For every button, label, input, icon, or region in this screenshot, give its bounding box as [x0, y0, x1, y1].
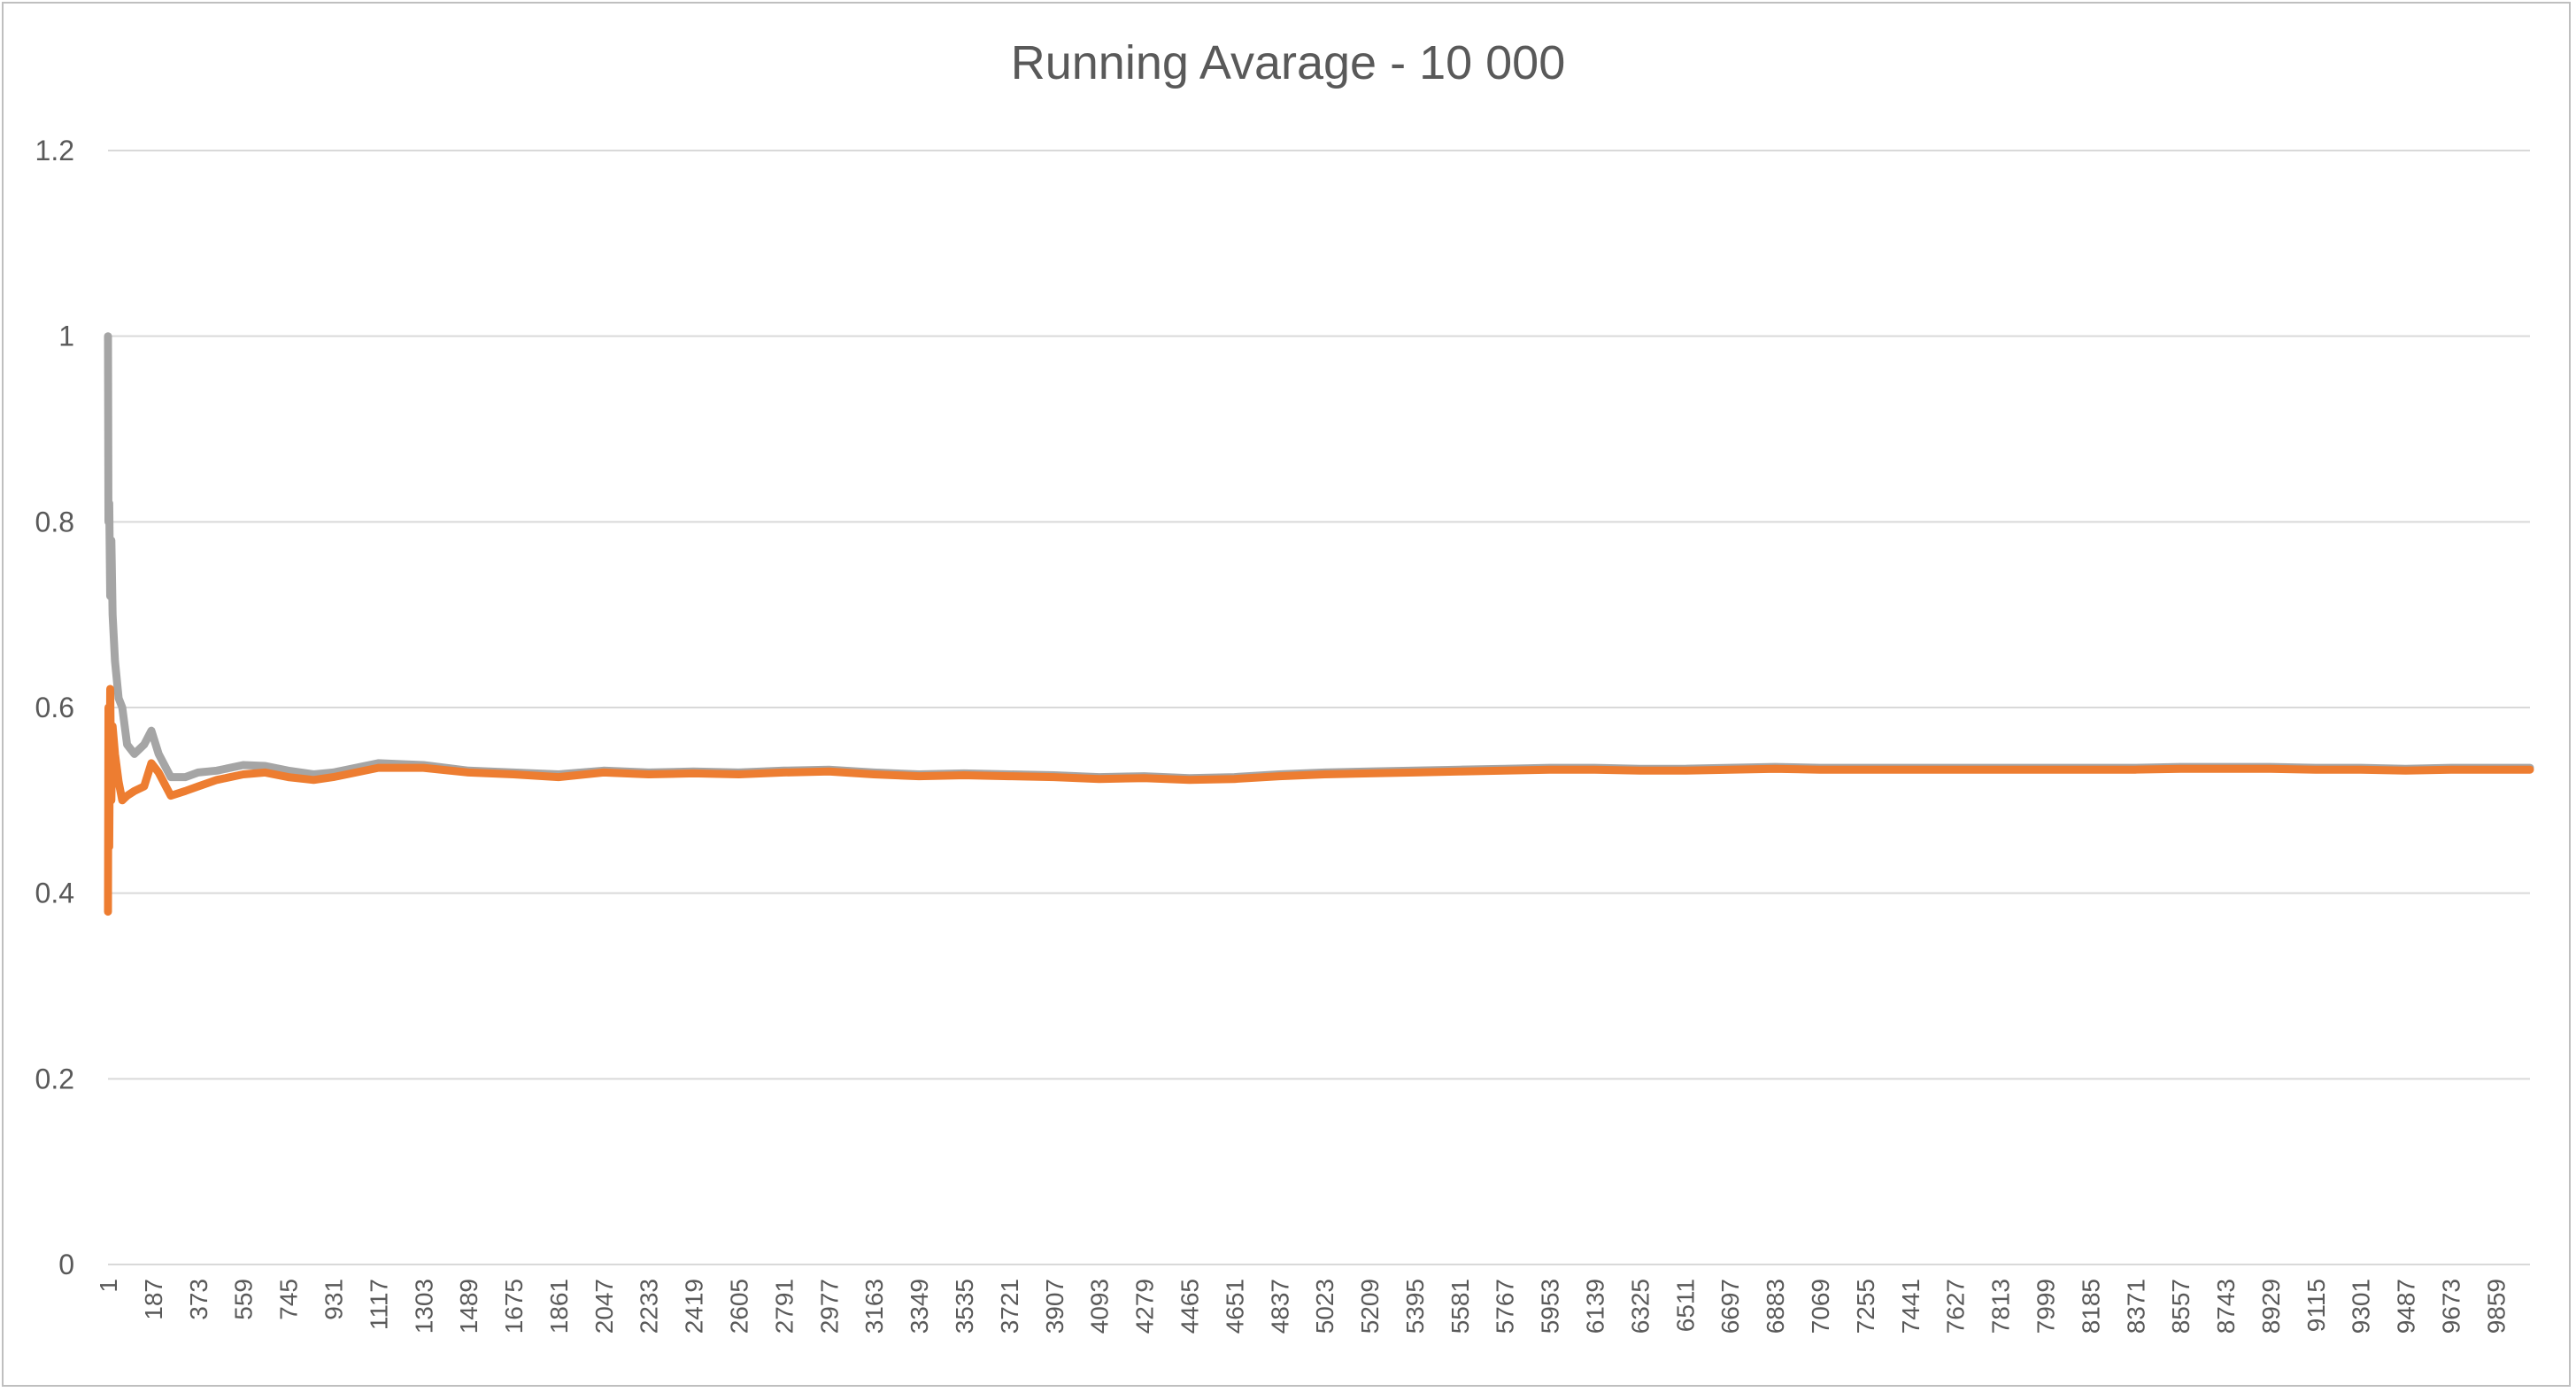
x-tick-label: 1303 [410, 1279, 437, 1334]
x-axis-ticks: 1 187 373 559 745 931 1117 1303 1489 1675 1861 2047… [95, 1279, 2510, 1334]
x-tick-label: 3907 [1041, 1279, 1068, 1334]
x-tick-label: 3535 [951, 1279, 978, 1334]
x-tick-label: 5953 [1537, 1279, 1564, 1334]
y-tick-label: 1.2 [35, 135, 74, 166]
x-tick-label: 8557 [2167, 1279, 2194, 1334]
x-tick-label: 9673 [2438, 1279, 2465, 1334]
x-tick-label: 4651 [1221, 1279, 1248, 1334]
chart-title: Running Avarage - 10 000 [1010, 36, 1566, 89]
series-line-1 [104, 332, 2534, 783]
y-tick-label: 0.4 [35, 878, 74, 909]
x-tick-label: 6139 [1582, 1279, 1609, 1334]
x-tick-label: 373 [185, 1279, 212, 1320]
x-tick-label: 7627 [1942, 1279, 1970, 1334]
x-tick-label: 3721 [996, 1279, 1023, 1334]
y-tick-label: 0.6 [35, 692, 74, 723]
x-tick-label: 4837 [1266, 1279, 1293, 1334]
series-lines [104, 332, 2534, 916]
x-tick-label: 5209 [1356, 1279, 1384, 1334]
x-tick-label: 2791 [770, 1279, 798, 1334]
x-tick-label: 559 [230, 1279, 258, 1320]
x-tick-label: 6325 [1626, 1279, 1654, 1334]
x-tick-label: 7999 [2032, 1279, 2059, 1334]
x-tick-label: 9859 [2482, 1279, 2510, 1334]
x-tick-label: 3349 [906, 1279, 933, 1334]
x-tick-label: 1489 [455, 1279, 482, 1334]
x-tick-label: 4279 [1131, 1279, 1159, 1334]
y-tick-label: 0.2 [35, 1063, 74, 1094]
x-tick-label: 5395 [1401, 1279, 1429, 1334]
x-tick-label: 3163 [860, 1279, 888, 1334]
x-tick-label: 7069 [1807, 1279, 1834, 1334]
x-tick-label: 6511 [1671, 1279, 1699, 1332]
x-tick-label: 7441 [1897, 1279, 1924, 1334]
y-tick-label: 0.8 [35, 506, 74, 537]
x-tick-label: 7813 [1987, 1279, 2015, 1334]
x-tick-label: 6697 [1716, 1279, 1744, 1334]
x-tick-label: 1861 [545, 1279, 573, 1334]
x-tick-label: 8743 [2212, 1279, 2240, 1334]
x-tick-label: 2605 [726, 1279, 753, 1334]
x-tick-label: 1675 [500, 1279, 528, 1334]
x-tick-label: 5767 [1492, 1279, 1519, 1334]
x-tick-label: 8929 [2257, 1279, 2285, 1334]
x-tick-label: 931 [320, 1279, 347, 1320]
x-tick-label: 2047 [590, 1279, 618, 1334]
x-tick-label: 1117 [365, 1279, 392, 1330]
series-line-2 [104, 684, 2534, 916]
y-tick-label: 0 [58, 1249, 74, 1280]
gridlines [108, 150, 2530, 1265]
x-tick-label: 8371 [2122, 1279, 2149, 1334]
y-tick-label: 1 [58, 321, 74, 352]
x-tick-label: 6883 [1762, 1279, 1789, 1334]
x-tick-label: 8185 [2077, 1279, 2104, 1334]
x-tick-label: 9487 [2393, 1279, 2420, 1334]
x-tick-label: 7255 [1852, 1279, 1879, 1334]
y-axis-ticks: 0 0.2 0.4 0.6 0.8 1 1.2 [35, 135, 74, 1280]
x-tick-label: 2419 [681, 1279, 708, 1334]
x-tick-label: 5023 [1311, 1279, 1338, 1334]
x-tick-label: 9115 [2302, 1279, 2330, 1332]
x-tick-label: 5581 [1446, 1279, 1474, 1334]
x-tick-label: 2233 [636, 1279, 663, 1334]
x-tick-label: 9301 [2348, 1279, 2375, 1334]
x-tick-label: 187 [140, 1279, 167, 1320]
x-tick-label: 1 [95, 1279, 122, 1293]
x-tick-label: 4465 [1176, 1279, 1203, 1334]
x-tick-label: 2977 [815, 1279, 843, 1334]
x-tick-label: 4093 [1086, 1279, 1114, 1334]
x-tick-label: 745 [275, 1279, 303, 1320]
